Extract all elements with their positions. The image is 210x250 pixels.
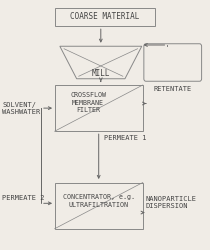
Polygon shape bbox=[60, 46, 142, 79]
Text: CROSSFLOW
MEMBRANE
FILTER: CROSSFLOW MEMBRANE FILTER bbox=[70, 92, 106, 113]
Text: PERMEATE 1: PERMEATE 1 bbox=[104, 134, 146, 140]
Bar bbox=[55, 8, 155, 26]
Text: CONCENTRATOR, e.g.
ULTRAFILTRATION: CONCENTRATOR, e.g. ULTRAFILTRATION bbox=[63, 194, 135, 208]
FancyBboxPatch shape bbox=[144, 44, 202, 81]
Text: COARSE MATERIAL: COARSE MATERIAL bbox=[70, 12, 140, 22]
Text: PERMEATE 2: PERMEATE 2 bbox=[2, 194, 45, 200]
Text: SOLVENT/
WASHWATER: SOLVENT/ WASHWATER bbox=[2, 102, 40, 116]
Text: NANOPARTICLE
DISPERSION: NANOPARTICLE DISPERSION bbox=[146, 196, 197, 209]
Text: MILL: MILL bbox=[92, 69, 110, 78]
Bar bbox=[55, 182, 143, 229]
Bar bbox=[55, 85, 143, 131]
Text: RETENTATE: RETENTATE bbox=[154, 86, 192, 92]
